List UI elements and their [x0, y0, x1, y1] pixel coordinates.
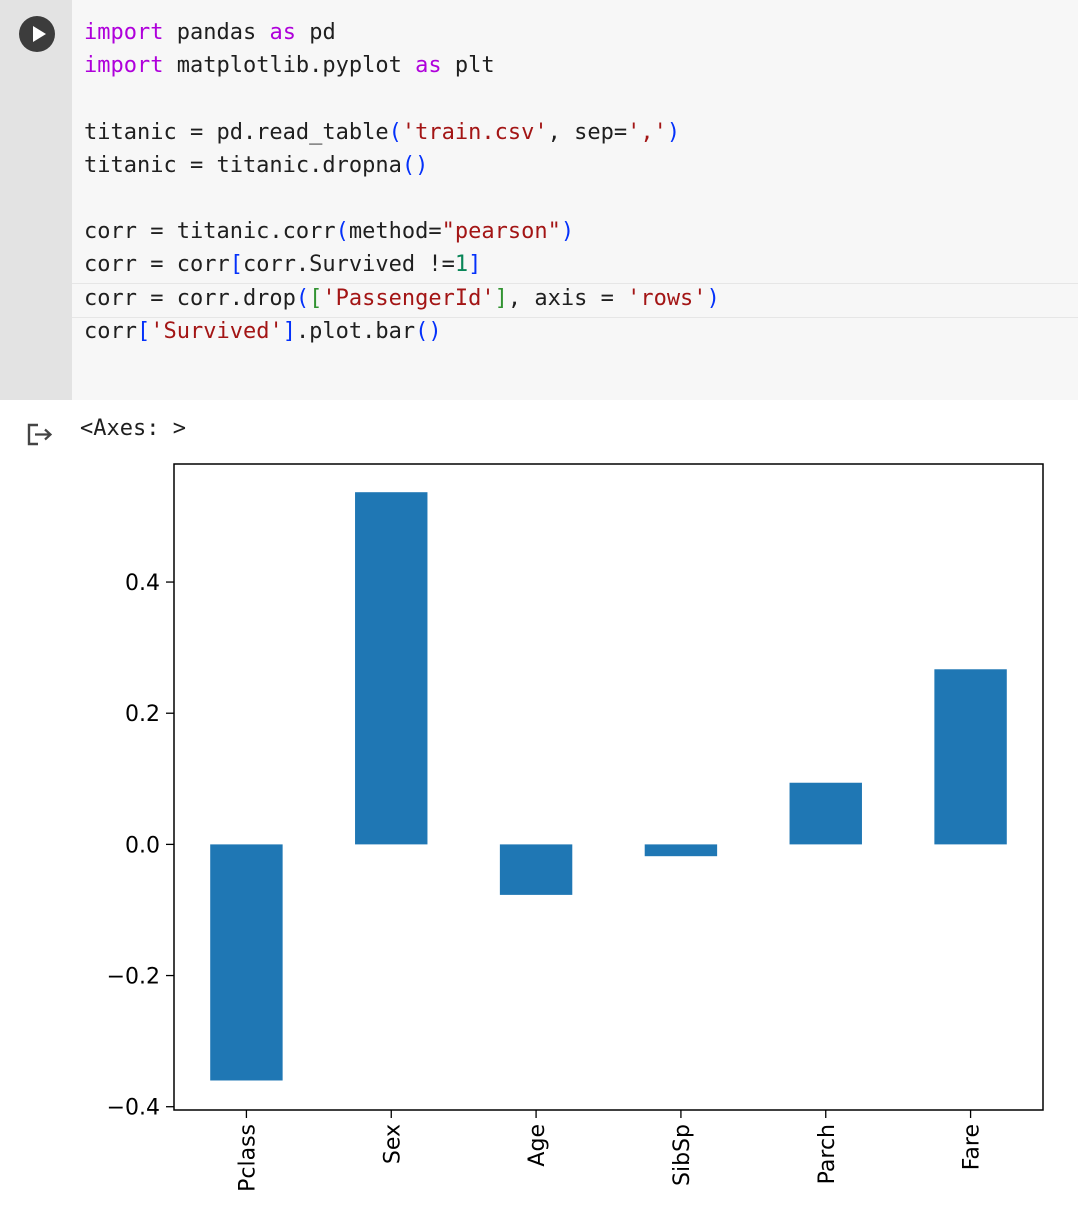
- code-token: (: [335, 219, 349, 245]
- code-token: corr = corr: [84, 252, 230, 278]
- y-tick-label: 0.0: [125, 833, 160, 858]
- axes-frame: [173, 463, 1044, 1111]
- code-line: titanic = pd.read_table('train.csv', sep…: [84, 116, 720, 149]
- code-line: import matplotlib.pyplot as plt: [84, 49, 720, 82]
- code-token: pandas: [163, 20, 270, 45]
- code-token: (: [388, 119, 402, 145]
- code-token: plt: [441, 53, 495, 79]
- bar-fare: [934, 669, 1007, 845]
- y-tick-label: −0.4: [107, 1096, 160, 1121]
- code-editor[interactable]: import pandas as pd import matplotlib.pyp…: [84, 16, 720, 348]
- code-line: [84, 82, 720, 115]
- code-token: 'Survived': [150, 318, 283, 344]
- bar-chart: Pclass Sex Age SibSp Parch Fare −0.4 −0.2 0.0 0.2…: [107, 463, 1044, 1192]
- code-cell[interactable]: import pandas as pd import matplotlib.pyp…: [0, 0, 1078, 400]
- current-line-highlight: [72, 283, 1078, 318]
- x-tick-label: Sex: [380, 1124, 405, 1164]
- play-icon: [33, 26, 46, 42]
- code-line: corr['Survived'].plot.bar(): [84, 315, 720, 348]
- code-token: method=: [348, 219, 442, 245]
- code-token: corr = corr.drop: [84, 285, 296, 311]
- code-token: 'rows': [627, 285, 707, 311]
- code-token: "pearson": [441, 219, 561, 245]
- code-token: import: [84, 20, 164, 45]
- code-token: ]: [468, 252, 482, 278]
- bar-sex: [355, 492, 428, 845]
- code-token: as: [415, 53, 442, 79]
- output-text: <Axes: >: [80, 416, 186, 441]
- x-tick-label: Fare: [960, 1124, 985, 1170]
- code-token: corr.Survived !=: [242, 252, 455, 278]
- y-tick-label: −0.2: [107, 965, 160, 990]
- code-token: pd: [295, 20, 336, 45]
- output-arrow-icon[interactable]: [26, 420, 54, 448]
- code-token: [: [136, 318, 151, 344]
- x-tick-label: Age: [525, 1124, 550, 1167]
- code-token: ): [666, 119, 681, 145]
- x-tick-label: Pclass: [235, 1124, 260, 1192]
- code-token: titanic = pd.read_table: [84, 119, 389, 145]
- code-token: as: [269, 20, 296, 45]
- code-line: [84, 182, 720, 215]
- code-token: 'train.csv': [401, 119, 548, 145]
- x-tick-label: Parch: [815, 1124, 840, 1184]
- code-line: titanic = titanic.dropna(): [84, 149, 720, 182]
- code-line: import pandas as pd: [84, 16, 720, 49]
- run-cell-button[interactable]: [19, 16, 55, 52]
- cell-gutter: [0, 0, 72, 400]
- code-line: corr = titanic.corr(method="pearson"): [84, 215, 720, 248]
- code-token: ]: [494, 285, 508, 311]
- code-token: ): [560, 219, 575, 245]
- code-token: ): [706, 285, 720, 311]
- y-tick-label: 0.4: [125, 571, 160, 596]
- code-token: ',': [627, 119, 667, 145]
- code-token: (): [401, 152, 429, 178]
- code-token: (: [295, 285, 310, 311]
- code-line: corr = corr[corr.Survived !=1]: [84, 248, 720, 281]
- code-token: , axis =: [507, 285, 628, 311]
- code-token: , sep=: [547, 119, 628, 145]
- y-tick-label: 0.2: [125, 702, 160, 727]
- code-token: [: [229, 252, 243, 278]
- code-token: titanic = titanic.dropna: [84, 152, 402, 178]
- bar-age: [499, 844, 573, 895]
- code-token: import: [84, 53, 164, 79]
- code-token: [: [309, 285, 323, 311]
- bar-pclass: [210, 844, 283, 1081]
- x-tick-label: SibSp: [670, 1124, 695, 1186]
- code-line: corr = corr.drop(['PassengerId'], axis =…: [84, 282, 720, 315]
- bar-parch: [789, 782, 862, 845]
- code-token: ]: [282, 318, 296, 344]
- code-token: .plot.bar: [295, 318, 416, 344]
- code-token: matplotlib.pyplot: [163, 53, 416, 79]
- code-token: (): [415, 318, 442, 344]
- code-token: 1: [454, 252, 469, 278]
- code-token: corr = titanic.corr: [84, 219, 336, 245]
- code-token: corr: [84, 318, 137, 344]
- bar-sibsp: [644, 844, 718, 857]
- code-token: 'PassengerId': [322, 285, 495, 311]
